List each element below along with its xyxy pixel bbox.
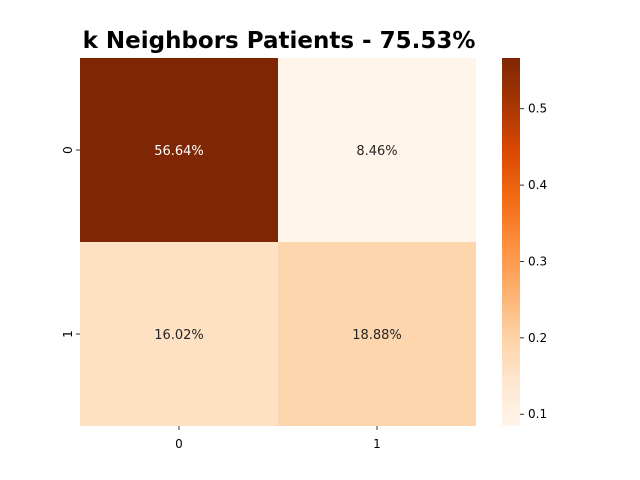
- heatmap-cells: 56.64% 8.46% 16.02% 18.88%: [80, 58, 476, 426]
- colorbar: [502, 58, 520, 426]
- cell-value-label: 56.64%: [154, 144, 204, 159]
- colorbar-ticks: 0.1 0.2 0.3 0.4 0.5: [520, 102, 547, 421]
- y-tick-label: 1: [61, 330, 75, 338]
- colorbar-tick-label: 0.2: [528, 331, 547, 345]
- cell-value-label: 8.46%: [356, 144, 397, 159]
- heatmap-cell: [278, 242, 476, 426]
- x-tick-label: 1: [373, 437, 381, 451]
- chart-title: k Neighbors Patients - 75.53%: [83, 28, 476, 54]
- cell-value-label: 16.02%: [154, 328, 204, 343]
- y-tick-label: 0: [61, 146, 75, 154]
- cell-value-label: 18.88%: [352, 328, 402, 343]
- colorbar-tick-label: 0.5: [528, 102, 547, 116]
- heatmap-cell: [278, 58, 476, 242]
- colorbar-tick-label: 0.4: [528, 178, 547, 192]
- colorbar-tick-label: 0.1: [528, 407, 547, 421]
- heatmap-cell: [80, 58, 278, 242]
- x-tick-label: 0: [175, 437, 183, 451]
- heatmap-cell: [80, 242, 278, 426]
- colorbar-tick-label: 0.3: [528, 254, 547, 268]
- y-axis-ticks: 01: [61, 146, 80, 338]
